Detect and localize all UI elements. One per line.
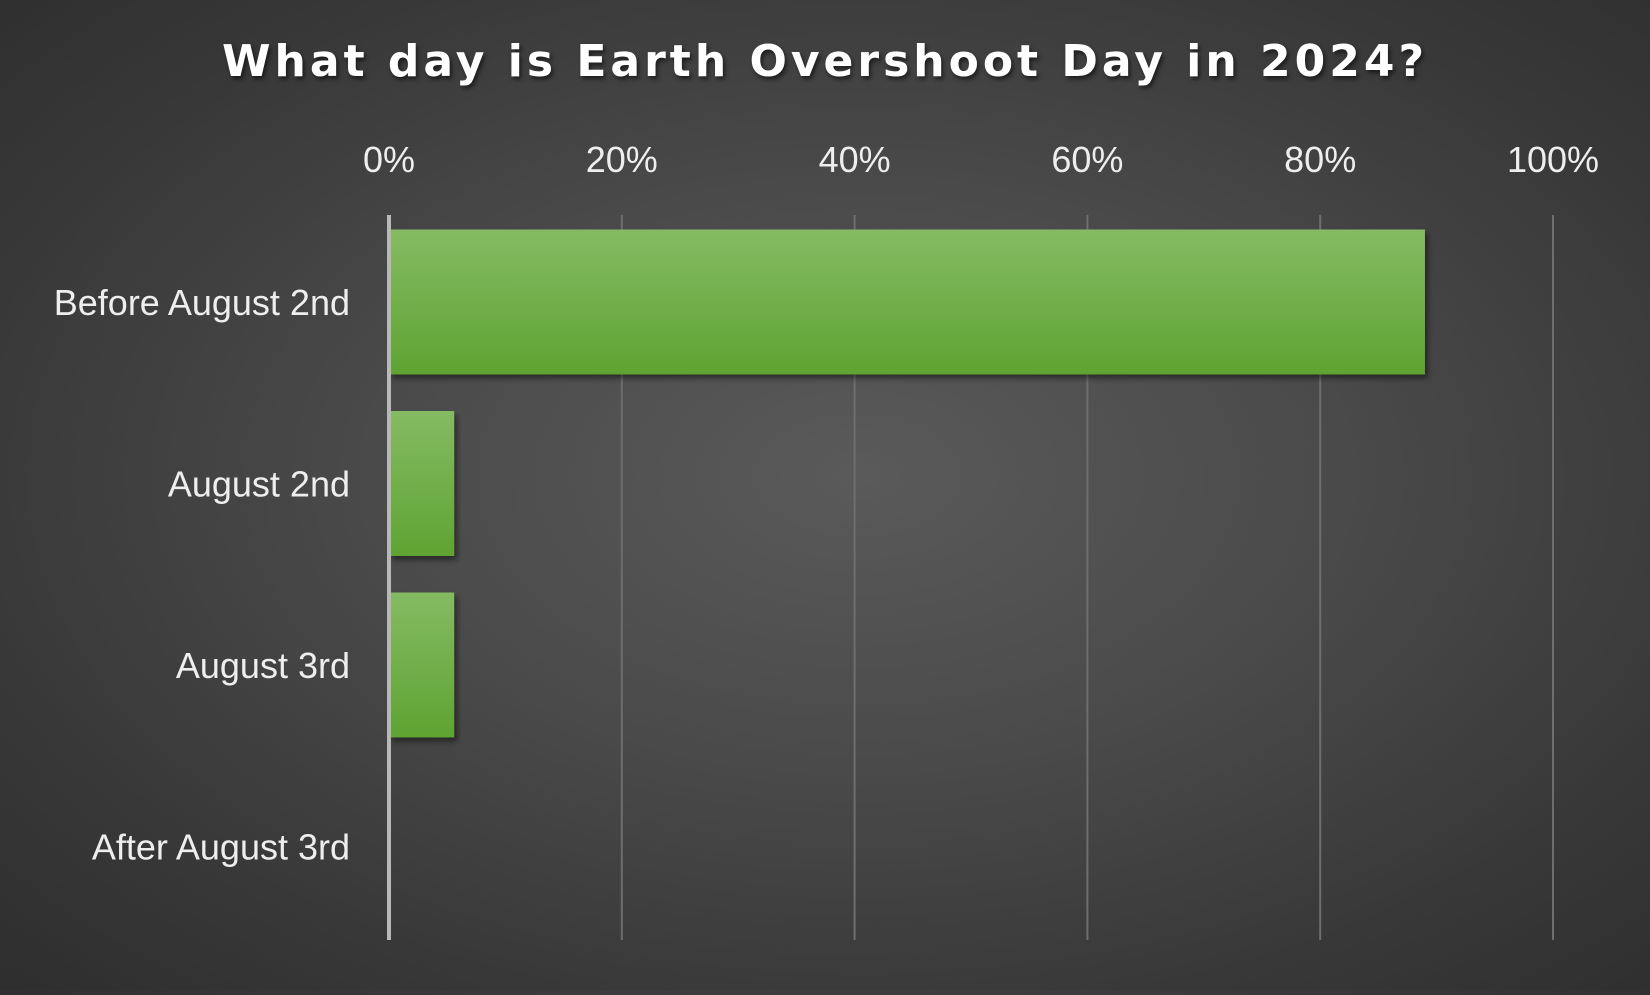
tick-label: 100% [1507, 139, 1599, 180]
tick-label: 60% [1051, 139, 1123, 180]
bar [389, 411, 455, 556]
chart-title: What day is Earth Overshoot Day in 2024? [222, 36, 1428, 87]
category-label: August 3rd [176, 645, 350, 686]
tick-label: 0% [363, 139, 415, 180]
bar [389, 592, 455, 738]
category-label: Before August 2nd [54, 282, 350, 323]
category-label: After August 3rd [92, 827, 350, 868]
category-label: August 2nd [168, 464, 350, 505]
tick-label: 40% [819, 139, 891, 180]
bar [389, 229, 1425, 375]
tick-label: 80% [1284, 139, 1356, 180]
tick-label: 20% [586, 139, 658, 180]
